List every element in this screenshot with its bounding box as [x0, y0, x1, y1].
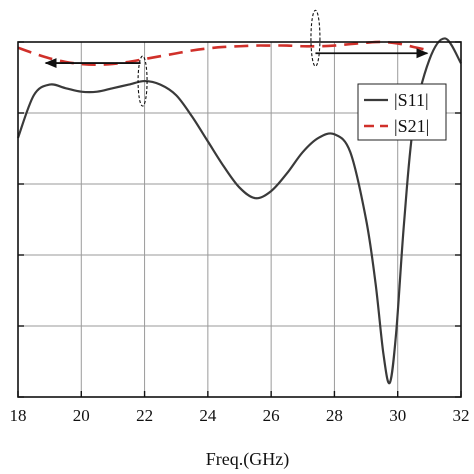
x-tick-label: 26: [263, 406, 280, 425]
series-layer: [16, 37, 462, 385]
axis-ticks: 18 20 22 24 26 28 30 32: [10, 41, 470, 425]
x-tick-label: 30: [389, 406, 406, 425]
x-tick-label: 18: [10, 406, 27, 425]
plot-frame: [17, 41, 462, 398]
legend-label-s11: |S11|: [394, 90, 429, 110]
series-line-s11: [16, 37, 462, 385]
x-tick-label: 32: [453, 406, 470, 425]
legend: |S11| |S21|: [357, 83, 447, 141]
x-tick-label: 22: [136, 406, 153, 425]
legend-box: [357, 83, 447, 141]
legend-label-s21: |S21|: [394, 116, 429, 136]
x-tick-label: 24: [199, 406, 217, 425]
series-line-s21: [17, 40, 430, 67]
x-axis-title: Freq.(GHz): [206, 449, 289, 470]
x-tick-label: 20: [73, 406, 90, 425]
x-tick-label: 28: [326, 406, 343, 425]
annotations: [44, 9, 429, 107]
s21-indicator-ellipse: [310, 9, 321, 67]
s11-indicator-ellipse: [137, 55, 148, 107]
